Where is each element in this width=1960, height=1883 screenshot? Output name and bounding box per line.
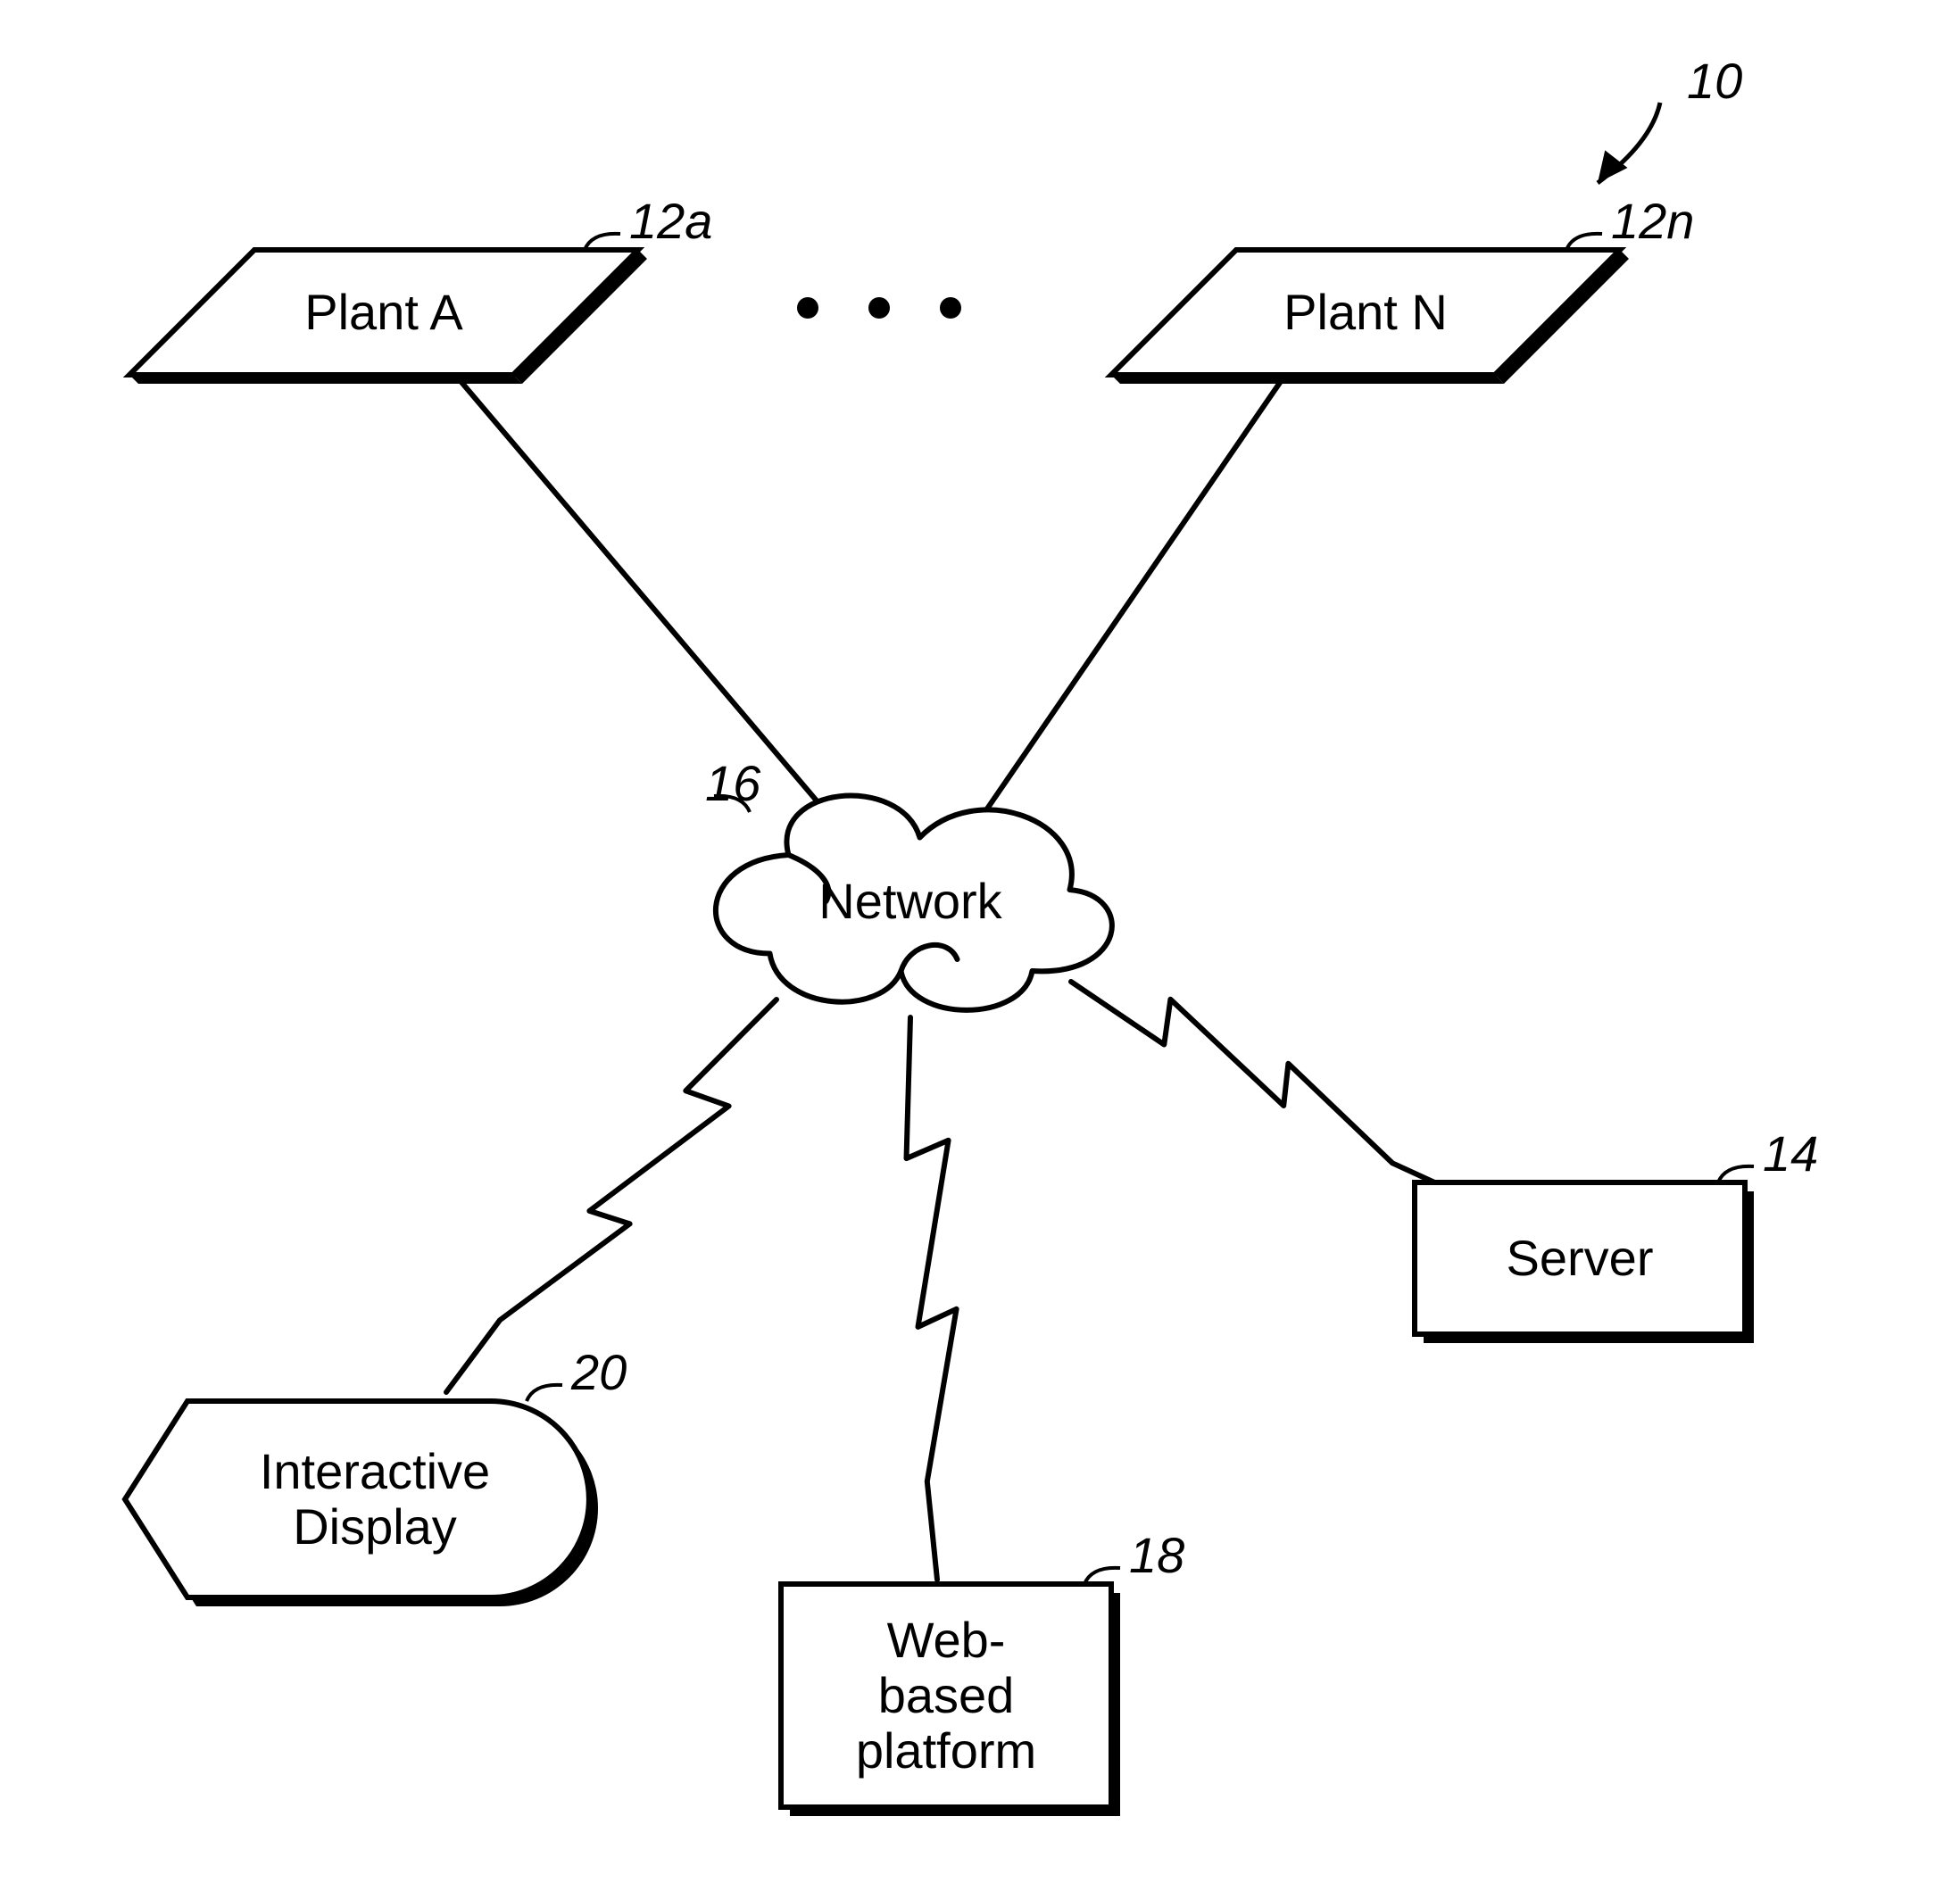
svg-text:Display: Display xyxy=(293,1498,457,1555)
svg-text:16: 16 xyxy=(705,755,761,811)
svg-text:Plant N: Plant N xyxy=(1283,284,1448,340)
svg-text:Web-: Web- xyxy=(887,1612,1006,1668)
svg-text:14: 14 xyxy=(1763,1125,1818,1182)
svg-text:10: 10 xyxy=(1687,53,1742,109)
svg-text:12n: 12n xyxy=(1611,193,1694,249)
svg-text:20: 20 xyxy=(570,1344,627,1400)
svg-text:platform: platform xyxy=(856,1722,1036,1779)
svg-text:based: based xyxy=(878,1667,1015,1723)
svg-text:Network: Network xyxy=(818,873,1002,929)
svg-text:18: 18 xyxy=(1129,1527,1184,1583)
svg-text:Server: Server xyxy=(1507,1230,1654,1286)
svg-text:Plant A: Plant A xyxy=(304,284,463,340)
svg-text:Interactive: Interactive xyxy=(260,1443,490,1499)
svg-text:12a: 12a xyxy=(629,193,712,249)
